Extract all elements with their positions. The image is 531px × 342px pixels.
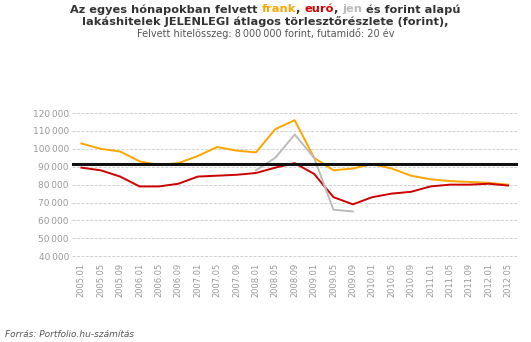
Text: ,: , — [334, 4, 342, 14]
Text: euró: euró — [304, 4, 334, 14]
Text: jen: jen — [342, 4, 362, 14]
Text: ,: , — [296, 4, 304, 14]
Text: frank: frank — [262, 4, 296, 14]
Text: Forrás: Portfolio.hu-számítás: Forrás: Portfolio.hu-számítás — [5, 330, 134, 339]
Text: Felvett hitelösszeg: 8 000 000 forint, futamidő: 20 év: Felvett hitelösszeg: 8 000 000 forint, f… — [137, 28, 394, 39]
Text: Az egyes hónapokban felvett: Az egyes hónapokban felvett — [70, 4, 262, 15]
Text: és forint alapú: és forint alapú — [362, 4, 461, 15]
Text: lakáshitelek JELENLEGI átlagos törlesztőrészlete (forint),: lakáshitelek JELENLEGI átlagos törlesztő… — [82, 16, 449, 27]
